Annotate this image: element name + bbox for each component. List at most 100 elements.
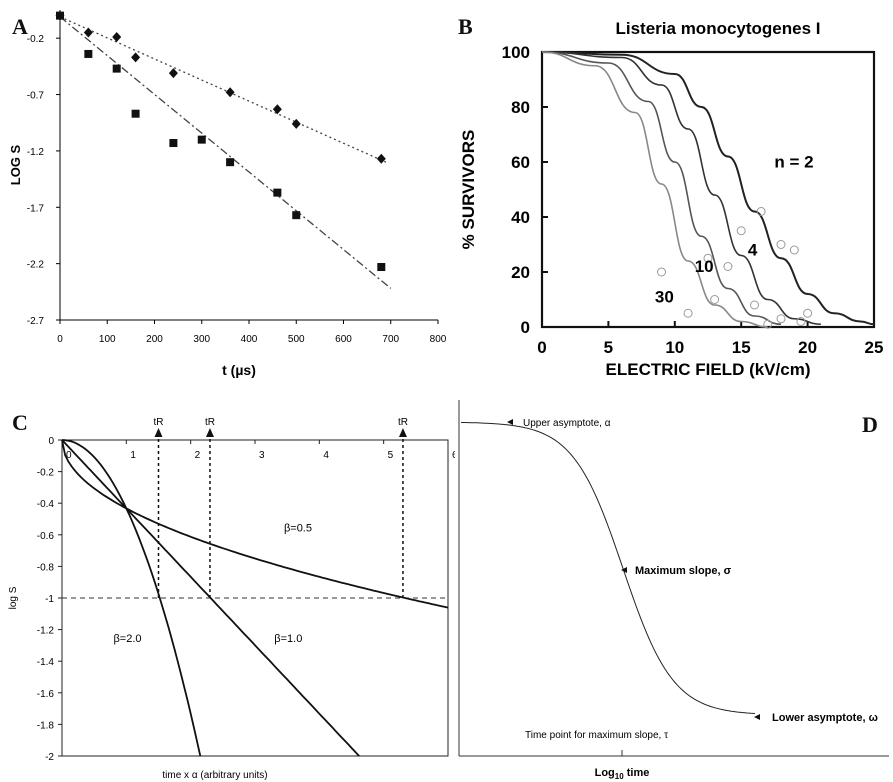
x-tick-label: 5 — [604, 338, 613, 357]
y-tick-label: -1.8 — [37, 720, 55, 731]
data-point-square — [292, 211, 301, 220]
series-label: β=0.5 — [284, 523, 312, 535]
weibull-curve-1 — [61, 439, 449, 609]
y-tick-label: -1.7 — [27, 203, 45, 214]
y-tick-label: -0.2 — [37, 468, 55, 479]
data-point-diamond — [376, 153, 386, 164]
x-tick-label: 700 — [382, 334, 399, 345]
x-tick-label: 15 — [732, 338, 751, 357]
y-tick-label: 0 — [48, 436, 54, 447]
plot-frame — [540, 50, 876, 329]
series-label: β=2.0 — [113, 633, 141, 645]
x-axis-label-sub: 10 — [615, 772, 624, 781]
y-tick-label: -1.2 — [27, 147, 45, 158]
data-point-square — [273, 188, 282, 197]
series-label: β=1.0 — [274, 633, 302, 645]
scatter-point — [657, 267, 667, 277]
y-axis-label: log S — [8, 586, 19, 609]
y-tick-label: -2.7 — [27, 316, 45, 327]
panel-label-b: B — [458, 14, 473, 39]
x-tick-label: 0 — [57, 334, 63, 345]
scatter-point — [683, 308, 693, 318]
tR-arrow — [205, 428, 214, 437]
scatter-point — [710, 295, 720, 304]
x-tick-label: 0 — [537, 338, 546, 357]
y-tick-label: -0.6 — [37, 531, 55, 542]
x-tick-label: 0 — [66, 450, 72, 461]
chart-c: 0 1 2 3 4 5 6 0 -0.2 -0.4 -0.6 -0.8 -1 -1.2 -1.4 -1.6 -1… — [8, 417, 455, 781]
y-tick-label: -0.4 — [37, 499, 55, 510]
scatter-point — [749, 300, 759, 310]
tR-label: tR — [398, 417, 408, 428]
data-point-diamond — [168, 68, 178, 79]
x-axis-label: Log10 time — [595, 767, 650, 781]
survival-curve-3 — [541, 51, 782, 326]
x-axis-label: time x α (arbitrary units) — [162, 770, 267, 781]
scatter-point — [756, 207, 766, 216]
annotation-label: Lower asymptote, ω — [772, 712, 878, 724]
panel-label-c: C — [12, 410, 28, 435]
y-axis-label: % SURVIVORS — [459, 130, 478, 250]
x-tick-label: 6 — [452, 450, 455, 461]
x-tick-label: 3 — [259, 450, 265, 461]
annotation-label: Upper asymptote, α — [523, 418, 611, 429]
data-point-square — [84, 49, 93, 58]
y-tick-label: 100 — [502, 43, 530, 62]
data-point-diamond — [272, 104, 282, 115]
tR-arrow — [398, 428, 407, 437]
data-point-square — [112, 64, 121, 73]
y-tick-label: -2.2 — [27, 260, 45, 271]
y-axis-label: LOG S — [8, 144, 23, 185]
x-tick-label: 25 — [865, 338, 884, 357]
x-tick-label: 200 — [146, 334, 163, 345]
y-tick-label: -2 — [45, 752, 54, 763]
panel-label-a: A — [12, 14, 28, 39]
scatter-point — [803, 308, 813, 318]
survival-curve-1 — [541, 51, 875, 326]
tR-label: tR — [205, 417, 215, 428]
curve-label: 4 — [748, 241, 758, 260]
x-tick-label: 800 — [430, 334, 447, 345]
y-tick-label: 80 — [511, 98, 530, 117]
x-axis-label-main: Log — [595, 767, 615, 779]
scatter-point — [703, 253, 713, 263]
data-point-diamond — [131, 52, 141, 63]
y-tick-label: 20 — [511, 263, 530, 282]
y-tick-label: 0 — [521, 318, 530, 337]
x-axis-label: t (µs) — [222, 362, 256, 378]
chart-title: Listeria monocytogenes I — [616, 19, 821, 38]
scatter-point — [776, 240, 786, 249]
annotation-arrow — [507, 419, 513, 425]
data-point-square — [169, 139, 178, 148]
y-tick-label: 40 — [511, 208, 530, 227]
tR-label: tR — [154, 417, 164, 428]
data-point-square — [226, 158, 235, 167]
data-point-square — [377, 263, 386, 272]
annotation-label: Maximum slope, σ — [635, 565, 732, 577]
annotation-label: Time point for maximum slope, τ — [525, 730, 668, 741]
scatter-point — [776, 314, 786, 324]
chart-a: 0 100 200 300 400 500 600 700 800 -0.2 -0.7 -1.2 -1.… — [8, 10, 447, 378]
data-point-square — [131, 109, 140, 118]
x-tick-label: 100 — [99, 334, 116, 345]
data-point-diamond — [225, 87, 235, 98]
chart-d: Upper asymptote, α Maximum slope, σ Lower … — [458, 400, 889, 781]
curve-label: n = 2 — [774, 153, 813, 172]
curve-label: 30 — [655, 287, 674, 306]
y-tick-label: -1.4 — [37, 657, 55, 668]
x-tick-label: 4 — [323, 450, 329, 461]
x-tick-label: 1 — [130, 450, 136, 461]
data-point-diamond — [112, 32, 122, 43]
data-point-diamond — [83, 27, 93, 38]
y-tick-label: -0.2 — [27, 34, 45, 45]
y-tick-label: 60 — [511, 153, 530, 172]
fit-line-1 — [59, 16, 387, 163]
data-point-diamond — [291, 118, 301, 129]
y-tick-label: -1.2 — [37, 626, 55, 637]
y-tick-label: -1 — [45, 594, 54, 605]
fit-line-2 — [59, 16, 392, 289]
sigmoid-curve — [460, 421, 756, 714]
data-point-square — [197, 135, 206, 144]
annotation-arrow — [754, 714, 760, 720]
weibull-curve-3 — [61, 439, 202, 757]
